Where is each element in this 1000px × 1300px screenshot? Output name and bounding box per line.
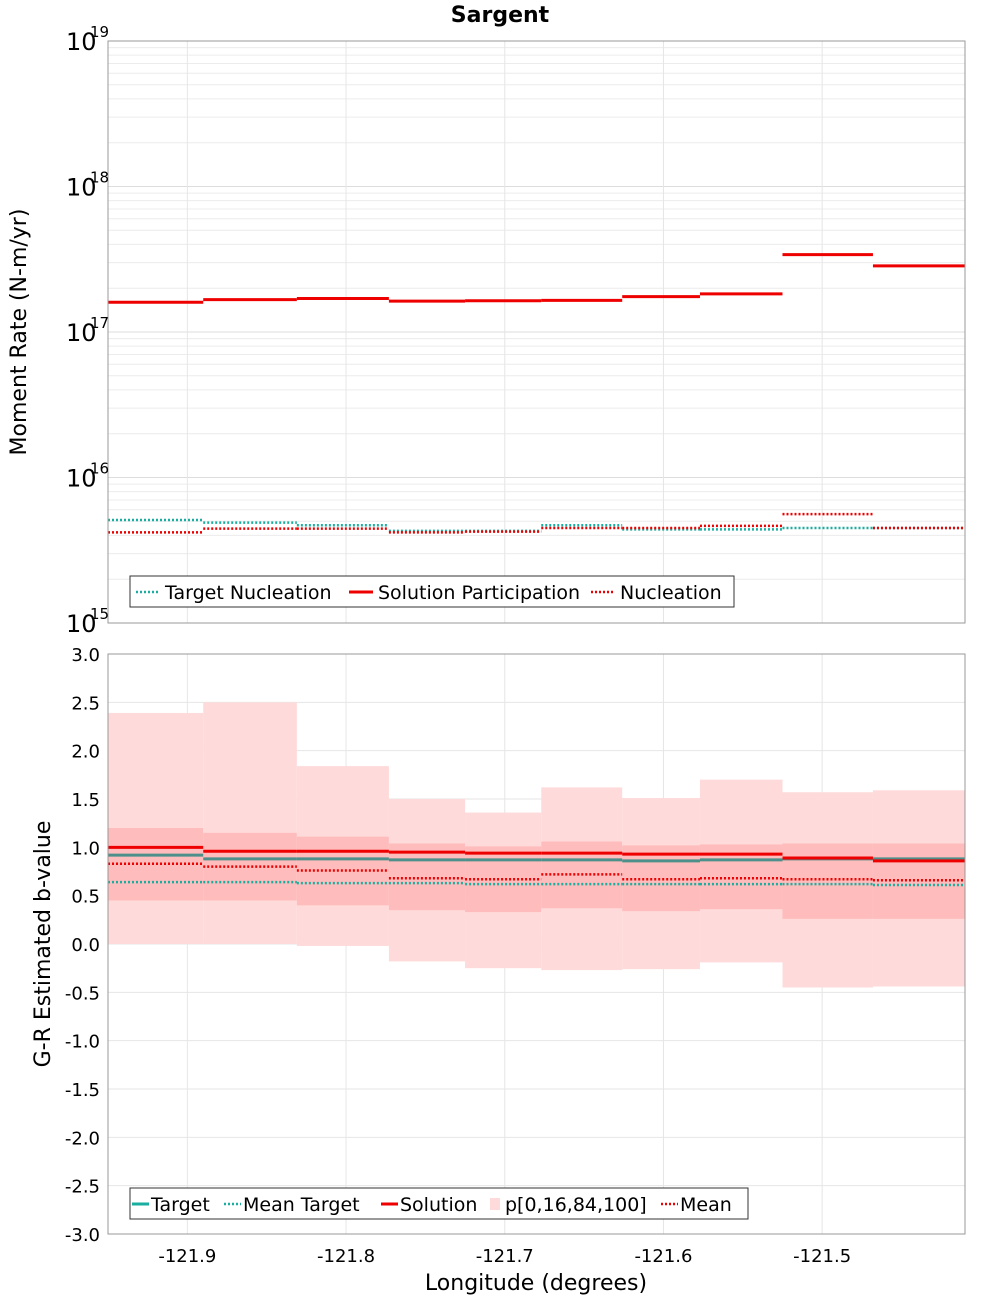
chart-title: Sargent xyxy=(451,3,550,28)
top-y-tick-label: 10 xyxy=(66,610,97,638)
bottom-y-tick-label: 1.5 xyxy=(71,790,100,811)
bottom-y-tick-label: 1.0 xyxy=(71,838,100,859)
bottom-y-tick-label: 2.0 xyxy=(71,742,100,763)
band-inner-rect xyxy=(203,832,297,901)
x-tick-label: -121.6 xyxy=(634,1246,692,1267)
x-tick-label: -121.7 xyxy=(476,1246,534,1267)
x-tick-label: -121.9 xyxy=(158,1246,216,1267)
x-tick-labels: -121.9 -121.8 -121.7 -121.6 -121.5 xyxy=(158,1246,851,1267)
top-legend-label: Target Nucleation xyxy=(164,582,332,604)
bottom-y-tick-label: 2.5 xyxy=(71,693,100,714)
top-series xyxy=(108,253,965,534)
bottom-plot-frame xyxy=(107,653,966,1235)
bottom-y-tick-label: 0.5 xyxy=(71,887,100,908)
band-inner-rect xyxy=(782,843,873,919)
top-plot-frame xyxy=(107,40,966,624)
bottom-legend: Target Mean Target Solution p[0,16,84,100] M… xyxy=(129,1187,749,1220)
bottom-y-tick-labels: -3.0 -2.5 -2.0 -1.5 -1.0 -0.5 0.0 0.5 1.0 1.5 2.0 2… xyxy=(65,645,100,1246)
bottom-series xyxy=(108,845,965,887)
bottom-y-axis-label: G-R Estimated b-value xyxy=(31,821,56,1068)
band-outer-rect xyxy=(203,702,297,944)
top-y-tick-label: 10 xyxy=(66,319,97,347)
top-y-tick-exponent: 18 xyxy=(90,169,109,187)
x-tick-label: -121.5 xyxy=(793,1246,851,1267)
top-legend-label: Nucleation xyxy=(620,582,722,604)
top-y-tick-exponent: 15 xyxy=(90,605,109,623)
top-legend: Target Nucleation Solution Participation N… xyxy=(129,575,735,608)
bottom-y-tick-label: -1.0 xyxy=(65,1032,100,1053)
top-y-tick-exponent: 17 xyxy=(90,314,109,332)
band-inner-rect xyxy=(388,843,466,911)
b-value-panel: -3.0 -2.5 -2.0 -1.5 -1.0 -0.5 0.0 0.5 1.0 1.5 2.0 2… xyxy=(31,645,966,1296)
x-axis-label: Longitude (degrees) xyxy=(425,1271,647,1296)
bottom-legend-label: p[0,16,84,100] xyxy=(505,1194,647,1216)
top-y-tick-exponent: 19 xyxy=(90,23,109,41)
top-y-tick-exponent: 16 xyxy=(90,460,109,478)
percentile-band xyxy=(108,702,965,988)
x-tick-label: -121.8 xyxy=(317,1246,375,1267)
bottom-y-tick-label: 0.0 xyxy=(71,935,100,956)
bottom-legend-label: Mean xyxy=(680,1194,732,1216)
bottom-y-tick-label: -2.0 xyxy=(65,1128,100,1149)
bottom-y-tick-label: 3.0 xyxy=(71,645,100,666)
bottom-y-tick-label: -0.5 xyxy=(65,983,100,1004)
bottom-y-tick-label: -3.0 xyxy=(65,1225,100,1246)
bottom-y-tick-label: -1.5 xyxy=(65,1080,100,1101)
bottom-legend-label: Solution xyxy=(400,1194,477,1216)
top-y-tick-label: 10 xyxy=(66,465,97,493)
top-y-tick-label: 10 xyxy=(66,174,97,202)
band-inner-rect xyxy=(108,828,204,901)
bottom-legend-label: Target xyxy=(150,1194,210,1216)
top-y-tick-label: 10 xyxy=(66,28,97,56)
bottom-legend-swatch xyxy=(490,1198,500,1210)
bottom-y-tick-label: -2.5 xyxy=(65,1177,100,1198)
top-legend-box xyxy=(129,575,735,608)
top-legend-label: Solution Participation xyxy=(378,582,580,604)
bottom-legend-label: Mean Target xyxy=(243,1194,360,1216)
top-y-axis-label: Moment Rate (N-m/yr) xyxy=(7,209,32,456)
